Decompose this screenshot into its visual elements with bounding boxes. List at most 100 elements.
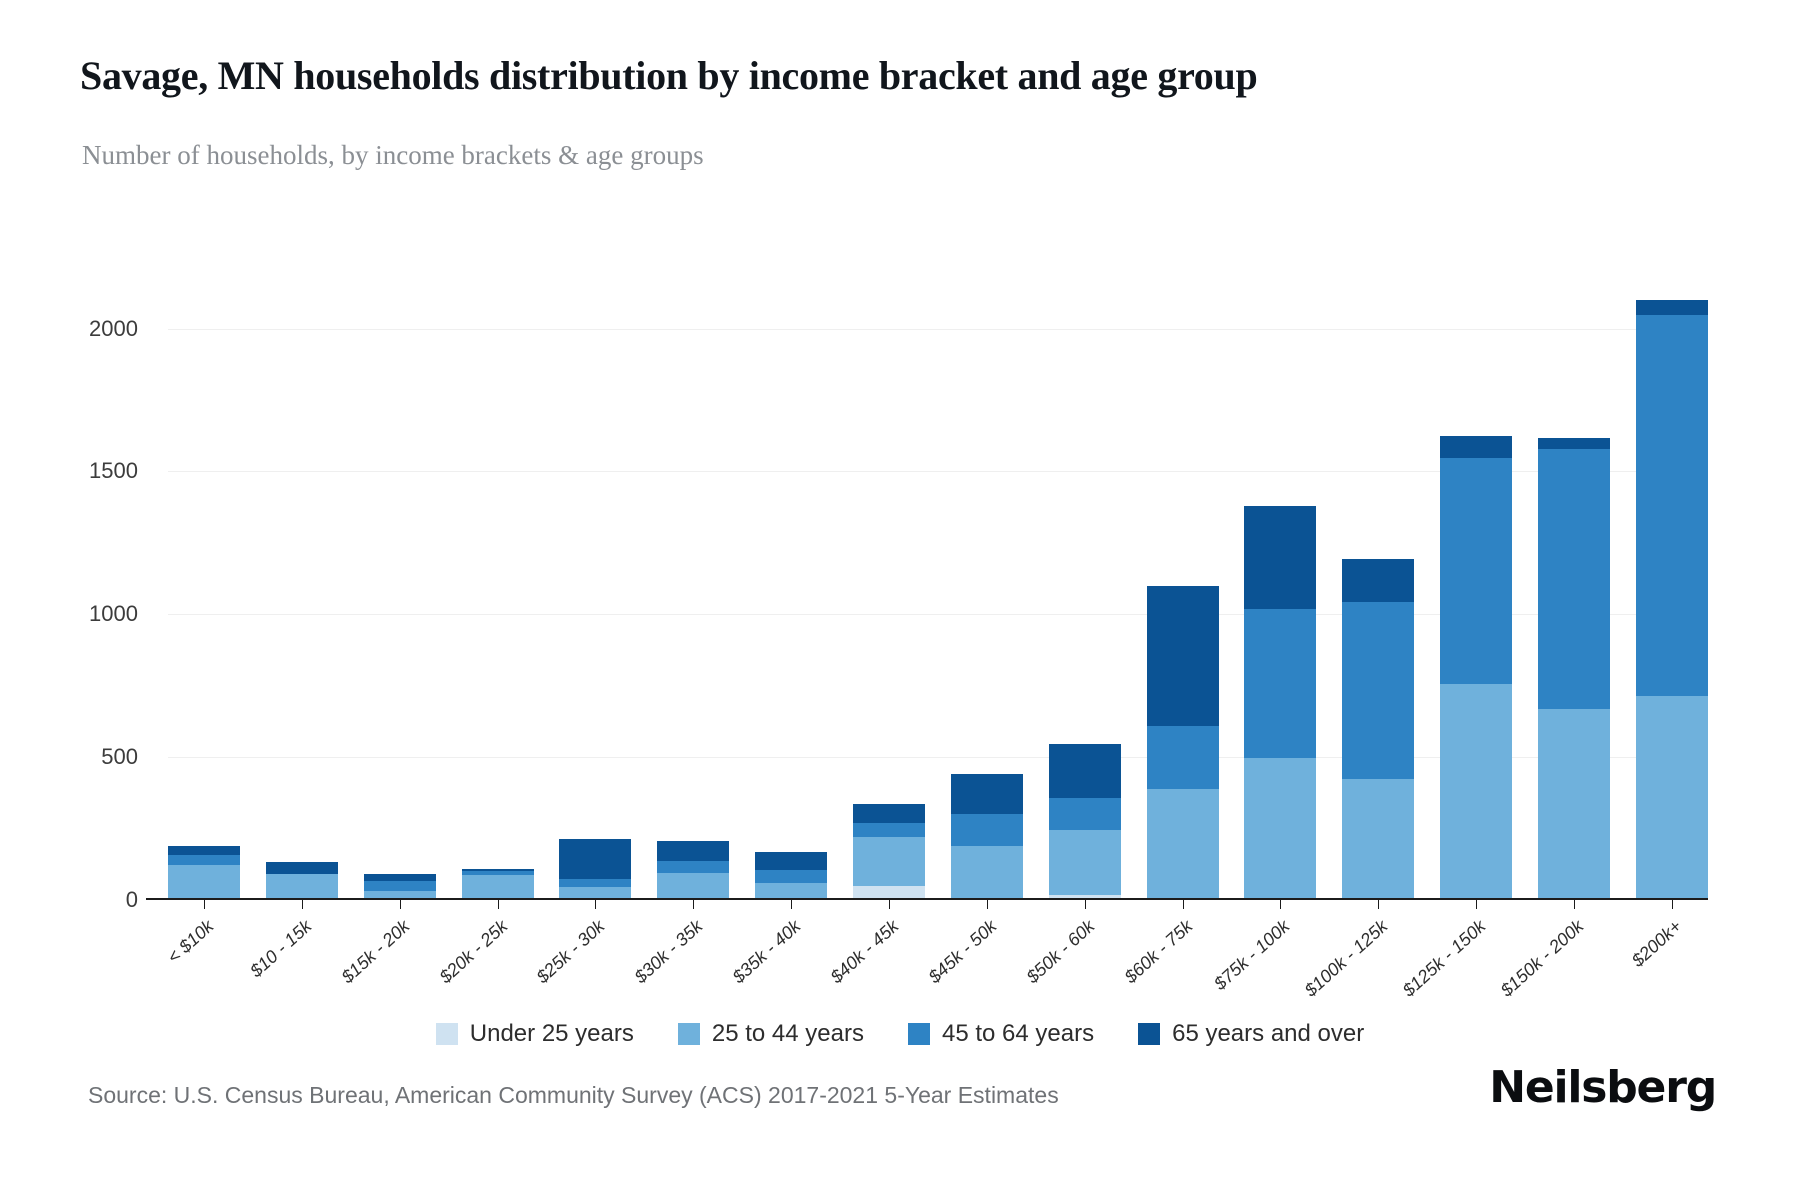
bar-segment[interactable]	[1342, 601, 1415, 779]
bar-segment[interactable]	[1440, 458, 1513, 684]
x-axis-tick-label: $100k - 125k	[1300, 916, 1392, 1001]
bar-column[interactable]: < $10k	[163, 300, 240, 967]
bar-segment[interactable]	[168, 865, 240, 900]
x-axis-tick	[1671, 900, 1673, 909]
x-axis-tick	[1084, 900, 1086, 909]
bar-segment[interactable]	[1538, 438, 1611, 449]
x-axis-tick-label: $40k - 45k	[826, 916, 903, 988]
bar-segment[interactable]	[950, 845, 1023, 900]
bar-column[interactable]: $75k - 100k	[1211, 300, 1317, 994]
bar-segment[interactable]	[461, 869, 534, 872]
bar-segment[interactable]	[168, 846, 240, 856]
legend-label: 65 years and over	[1172, 1020, 1365, 1047]
legend-swatch-icon	[677, 1023, 700, 1045]
x-axis-tick-label: $35k - 40k	[728, 916, 805, 988]
x-axis-tick	[1476, 900, 1478, 909]
bar-segment[interactable]	[1048, 829, 1121, 895]
bar-segment[interactable]	[1635, 314, 1708, 696]
bar-segment[interactable]	[363, 890, 436, 900]
bar-segment[interactable]	[559, 887, 632, 900]
x-axis-tick-label: $45k - 50k	[924, 916, 1001, 988]
bar-segment[interactable]	[1342, 559, 1415, 602]
bar-segment[interactable]	[1048, 744, 1121, 799]
bar-column[interactable]: $200k+	[1628, 300, 1708, 971]
bar-column[interactable]: $15k - 20k	[337, 300, 436, 987]
x-axis-tick-label: $60k - 75k	[1120, 916, 1196, 988]
bar-segment[interactable]	[755, 883, 828, 900]
bar-segment[interactable]	[1146, 586, 1219, 727]
x-axis-tick-label: $125k - 150k	[1398, 916, 1490, 1001]
bar-column[interactable]: $40k - 45k	[827, 300, 926, 987]
bar-segment[interactable]	[853, 823, 926, 837]
bar-segment[interactable]	[1048, 894, 1121, 900]
x-axis-tick	[693, 900, 695, 909]
x-axis-tick-label: $150k - 200k	[1496, 916, 1588, 1001]
bar-segment[interactable]	[853, 804, 926, 824]
bar-segment[interactable]	[1244, 506, 1317, 609]
bar-segment[interactable]	[950, 774, 1023, 815]
bar-segment[interactable]	[657, 841, 730, 861]
bar-segment[interactable]	[1538, 709, 1611, 900]
bar-segment[interactable]	[657, 860, 730, 873]
legend-item[interactable]: 45 to 64 years	[907, 1020, 1095, 1048]
bar-column[interactable]: $25k - 30k	[533, 300, 632, 987]
bar-segment[interactable]	[657, 872, 730, 900]
bar-segment[interactable]	[950, 814, 1023, 846]
chart-legend: Under 25 years 25 to 44 years 45 to 64 yea…	[0, 1020, 1800, 1048]
bar-segment[interactable]	[1440, 436, 1513, 459]
bar-segment[interactable]	[755, 870, 828, 884]
x-axis-tick	[204, 900, 205, 909]
x-axis-tick-label: $200k+	[1627, 916, 1686, 971]
y-axis-tick-label: 1000	[89, 601, 138, 627]
page-subtitle: Number of households, by income brackets…	[82, 140, 704, 170]
bar-segment[interactable]	[265, 861, 338, 874]
x-axis-tick-label: $30k - 35k	[630, 916, 707, 988]
gridline	[168, 471, 1708, 473]
bar-column[interactable]: $10 - 15k	[246, 300, 338, 981]
x-axis-tick	[399, 900, 401, 909]
gridline	[168, 614, 1708, 616]
bar-segment[interactable]	[461, 871, 534, 876]
legend-item[interactable]: Under 25 years	[435, 1020, 634, 1048]
bar-column[interactable]: $35k - 40k	[729, 300, 828, 987]
bar-column[interactable]: $150k - 200k	[1497, 300, 1611, 1001]
bar-segment[interactable]	[1635, 696, 1708, 900]
legend-swatch-icon	[435, 1023, 458, 1045]
bar-segment[interactable]	[363, 880, 436, 891]
bar-segment[interactable]	[853, 836, 926, 887]
legend-swatch-icon	[1138, 1023, 1161, 1045]
bar-segment[interactable]	[168, 855, 240, 866]
bar-segment[interactable]	[1244, 608, 1317, 758]
bar-segment[interactable]	[1538, 448, 1611, 710]
bar-segment[interactable]	[1635, 300, 1708, 315]
bar-segment[interactable]	[461, 875, 534, 900]
bar-segment[interactable]	[1146, 726, 1219, 789]
bar-segment[interactable]	[1244, 758, 1317, 900]
bar-segment[interactable]	[853, 886, 926, 900]
x-axis-tick-label: $15k - 20k	[337, 916, 414, 988]
legend-label: 45 to 64 years	[941, 1020, 1095, 1047]
bar-segment[interactable]	[755, 852, 828, 871]
bar-column[interactable]: $45k - 50k	[924, 300, 1023, 987]
bar-segment[interactable]	[559, 839, 632, 879]
bar-segment[interactable]	[1440, 683, 1513, 900]
x-axis-tick-label: $20k - 25k	[435, 916, 511, 988]
page-title: Savage, MN households distribution by in…	[80, 53, 1258, 98]
bar-column[interactable]: $50k - 60k	[1022, 300, 1121, 987]
bar-segment[interactable]	[1342, 778, 1415, 900]
bar-segment[interactable]	[559, 878, 632, 888]
bar-column[interactable]: $20k - 25k	[435, 300, 534, 987]
bar-segment[interactable]	[1146, 788, 1219, 900]
bar-segment[interactable]	[265, 873, 338, 900]
bar-segment[interactable]	[1048, 798, 1121, 830]
bar-column[interactable]: $30k - 35k	[631, 300, 730, 987]
y-axis-tick-label: 1500	[89, 458, 138, 484]
x-axis-tick	[791, 900, 793, 909]
bar-segment[interactable]	[363, 874, 436, 881]
bar-column[interactable]: $100k - 125k	[1301, 300, 1415, 1001]
legend-item[interactable]: 65 years and over	[1138, 1020, 1364, 1048]
bar-column[interactable]: $60k - 75k	[1120, 300, 1219, 987]
legend-item[interactable]: 25 to 44 years	[677, 1020, 864, 1048]
x-axis-tick	[889, 900, 891, 909]
bar-column[interactable]: $125k - 150k	[1399, 300, 1513, 1001]
